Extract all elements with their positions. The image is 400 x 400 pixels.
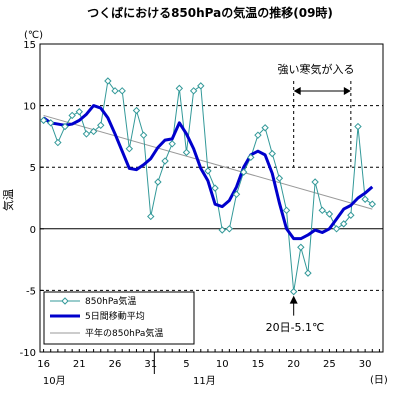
x-tick-label: 31: [144, 359, 157, 370]
x-tick-label: 15: [252, 359, 265, 370]
x-tick-label: 5: [183, 359, 189, 370]
observed-point: [61, 122, 69, 131]
observed-point: [175, 84, 184, 93]
observed-point: [104, 77, 112, 85]
observed-point: [168, 140, 176, 148]
x-tick-label: 16: [37, 359, 50, 370]
observed-point: [182, 148, 191, 157]
observed-point: [275, 174, 284, 182]
x-tick-labels: 16 21 26 31 5 10 15 20 25 30: [37, 349, 380, 374]
month-label: 11月: [193, 375, 216, 387]
grid-lines: [40, 105, 383, 291]
observed-point: [232, 190, 241, 199]
y-tick-label: 15: [23, 40, 36, 51]
observed-point: [132, 106, 141, 115]
observed-point: [39, 116, 48, 125]
observed-point: [225, 225, 234, 233]
cold-wave-arrow-right: [343, 87, 351, 95]
x-tick-label: 30: [359, 359, 372, 370]
observed-point: [361, 195, 369, 203]
observed-point: [197, 82, 205, 90]
observed-point: [189, 87, 198, 95]
observed-point: [75, 108, 84, 116]
x-tick-label: 26: [109, 359, 122, 370]
observed-point: [218, 226, 226, 234]
observed-point: [311, 178, 319, 186]
observed-point: [261, 124, 269, 132]
observed-point: [211, 184, 219, 192]
x-tick-label: 20: [287, 359, 300, 370]
x-tick-label: 10: [216, 359, 229, 370]
observed-point: [354, 122, 362, 131]
y-tick-label: -5: [26, 286, 36, 297]
observed-point: [268, 149, 276, 158]
observed-point: [239, 168, 248, 176]
observed-point: [368, 200, 376, 208]
observed-point: [118, 87, 126, 95]
observed-point: [154, 178, 162, 186]
observed-temperature-line: [43, 79, 373, 292]
chart-series: [39, 77, 376, 296]
chart-title: つくばにおける850hPaの気温の推移(09時): [87, 5, 333, 20]
legend-label-normal: 平年の850hPa気温: [85, 327, 163, 339]
y-tick-label: 0: [30, 225, 36, 236]
moving-average-line: [42, 104, 374, 241]
min-arrow-head: [289, 295, 298, 304]
y-tick-label: 5: [30, 163, 36, 174]
observed-point: [47, 119, 55, 127]
plot-area: [39, 43, 384, 353]
x-unit-label: (日): [370, 375, 388, 386]
cold-wave-arrow-left: [293, 87, 301, 95]
observed-point: [204, 167, 212, 175]
month-label: 10月: [43, 375, 66, 387]
observed-point: [254, 131, 262, 139]
x-tick-label: 25: [323, 359, 336, 370]
observed-point: [304, 269, 312, 277]
legend-marker-observed: [61, 297, 69, 305]
y-axis-label: 気温: [1, 189, 15, 211]
observed-point: [297, 243, 305, 251]
annotations: 強い寒気が入る 20日-5.1℃: [266, 62, 355, 334]
observed-point: [339, 220, 348, 228]
legend-label-observed: 850hPa気温: [85, 295, 136, 307]
legend: 850hPa気温 5日間移動平均 平年の850hPa気温: [43, 291, 195, 345]
observed-point: [347, 211, 355, 219]
y-tick-label: -10: [20, 348, 36, 359]
observed-point: [125, 145, 134, 153]
observed-point: [139, 131, 148, 139]
normal-temperature-line: [43, 114, 373, 210]
observed-point: [54, 138, 62, 147]
observed-point: [282, 206, 291, 215]
observed-point: [147, 212, 155, 221]
observed-point: [68, 111, 76, 120]
observed-point: [111, 87, 119, 95]
y-unit-label: (℃): [24, 30, 43, 41]
observed-point: [325, 210, 334, 218]
observed-point: [82, 130, 91, 138]
cold-wave-label: 強い寒気が入る: [278, 62, 355, 76]
observed-point: [318, 206, 326, 215]
observed-point: [247, 153, 255, 162]
observed-point: [97, 121, 105, 130]
observed-point: [332, 225, 341, 233]
min-value-label: 20日-5.1℃: [266, 321, 325, 334]
month-labels: 10月 11月: [43, 375, 216, 387]
legend-label-moving-average: 5日間移動平均: [85, 310, 145, 322]
observed-point: [289, 287, 298, 296]
x-tick-label: 21: [73, 359, 86, 370]
observed-point: [89, 127, 98, 136]
observed-point: [161, 157, 169, 165]
y-tick-label: 10: [23, 102, 36, 113]
